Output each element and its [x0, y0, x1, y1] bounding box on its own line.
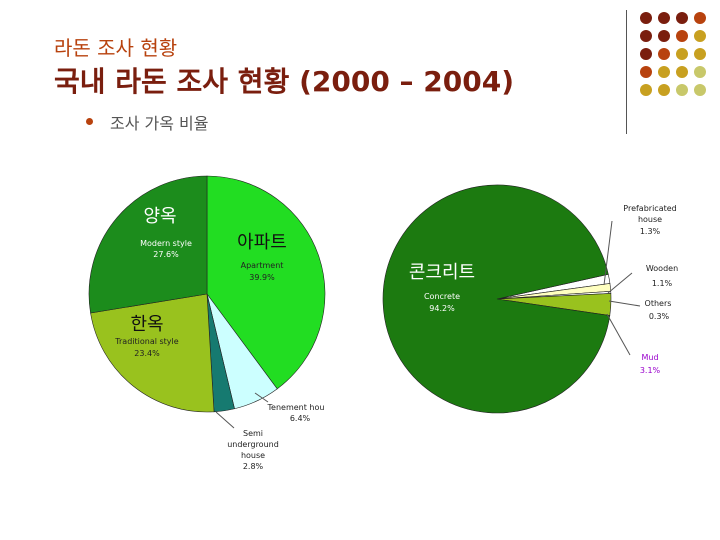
pie1-label-semi-3: house — [241, 451, 265, 460]
pie2-label-others: Others — [645, 299, 672, 308]
pie2-leader-prefab — [603, 220, 613, 286]
decor-dot — [640, 84, 652, 96]
decor-dot — [658, 66, 670, 78]
pie1-slice-3 — [90, 293, 215, 413]
decor-dot — [694, 48, 706, 60]
decor-dot — [676, 84, 688, 96]
decor-dot — [676, 12, 688, 24]
pie1-slice-4 — [88, 175, 208, 314]
pie2-value-prefab: 1.3% — [640, 227, 661, 236]
decor-dot — [694, 66, 706, 78]
decor-dot — [676, 30, 688, 42]
pie1-label-korean-apartment: 아파트 — [237, 232, 287, 253]
pie2-leader-wooden — [607, 272, 633, 294]
pie2-leader-mud — [606, 313, 631, 356]
decor-dot — [694, 30, 706, 42]
pie1-label-apartment: Apartment — [241, 261, 284, 270]
pie2-label-korean-concrete: 콘크리트 — [409, 262, 475, 283]
decor-vertical-line — [626, 10, 627, 134]
pie2-leader-others — [608, 300, 641, 307]
pie2-value-concrete: 94.2% — [429, 304, 455, 313]
pie1-value-tenement: 6.4% — [290, 414, 311, 423]
pie2-label-concrete: Concrete — [424, 292, 460, 301]
pie1-label-korean-modern: 양옥 — [143, 206, 176, 227]
decor-dot — [640, 66, 652, 78]
pie1-slice-0 — [206, 175, 326, 390]
slide-title: 국내 라돈 조사 현황 (2000 – 2004) — [54, 65, 515, 98]
pie1-value-modern: 27.6% — [153, 250, 179, 259]
pie2-value-mud: 3.1% — [640, 366, 661, 375]
decor-dot — [658, 12, 670, 24]
pie1-value-traditional: 23.4% — [134, 349, 160, 358]
pie2-value-others: 0.3% — [649, 312, 670, 321]
pie2-label-prefab-1: Prefabricated — [623, 204, 676, 213]
decor-dot — [676, 48, 688, 60]
decor-dot — [658, 84, 670, 96]
pie1-label-semi-1: Semi — [243, 429, 263, 438]
pie1-label-semi-2: underground — [227, 440, 279, 449]
pie2-slice-4 — [382, 184, 611, 414]
pie1-leader-tenement — [254, 392, 269, 403]
pie1-label-tenement: Tenement hou — [267, 403, 325, 412]
decor-dot — [676, 66, 688, 78]
pie2-label-mud: Mud — [641, 353, 658, 362]
pie1-label-traditional: Traditional style — [114, 337, 178, 346]
decor-dot — [640, 12, 652, 24]
pie2-value-wooden: 1.1% — [652, 279, 673, 288]
pie1-value-apartment: 39.9% — [249, 273, 275, 282]
slide-subtitle: 라돈 조사 현황 — [54, 36, 178, 60]
decor-dot — [694, 12, 706, 24]
decor-dot — [658, 48, 670, 60]
pie2-label-wooden: Wooden — [646, 264, 678, 273]
pie1-leader-semi — [215, 411, 235, 429]
decor-dot — [640, 48, 652, 60]
bullet-text: 조사 가옥 비율 — [110, 114, 209, 133]
decor-dot — [640, 30, 652, 42]
decor-dot — [694, 84, 706, 96]
pie2-label-prefab-2: house — [638, 215, 662, 224]
pie1-label-modern: Modern style — [140, 239, 192, 248]
decor-dot — [658, 30, 670, 42]
pie1-value-semi: 2.8% — [243, 462, 264, 471]
pie1-label-korean-traditional: 한옥 — [130, 314, 163, 335]
bullet-dot-icon — [86, 118, 93, 125]
